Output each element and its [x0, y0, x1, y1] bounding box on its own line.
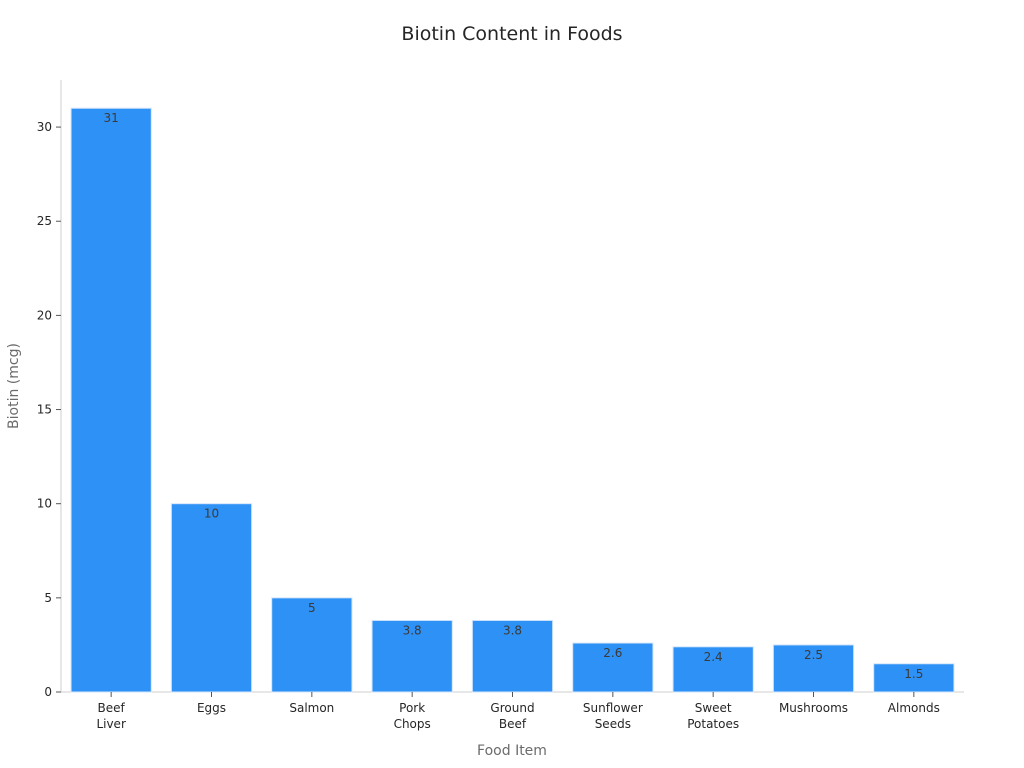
x-ticks: Beef Liver Eggs Salmon Pork Chops Ground Beef Su… — [96, 692, 940, 731]
bar — [772, 644, 855, 693]
x-tick-label: Sunflower Seeds — [583, 701, 643, 731]
y-tick-label: 10 — [37, 497, 52, 511]
y-ticks: 0 5 10 15 20 25 30 — [37, 120, 61, 699]
x-tick-label: Salmon — [289, 701, 334, 715]
data-label: 5 — [308, 601, 316, 615]
bars — [70, 107, 955, 693]
bar — [70, 107, 152, 693]
x-tick-label: Beef Liver — [96, 701, 126, 731]
x-tick-label: Eggs — [197, 701, 226, 715]
x-tick-label: Almonds — [888, 701, 940, 715]
bar — [170, 503, 253, 693]
bar — [873, 663, 955, 693]
data-label: 2.5 — [804, 648, 823, 662]
data-label: 2.6 — [603, 646, 622, 660]
y-tick-label: 25 — [37, 214, 52, 228]
y-tick-label: 0 — [44, 685, 52, 699]
data-label: 3.8 — [403, 623, 422, 637]
x-tick-label: Pork Chops — [394, 701, 431, 731]
bar — [672, 646, 754, 693]
y-tick-label: 15 — [37, 403, 52, 417]
bar — [471, 619, 554, 693]
y-tick-label: 20 — [37, 308, 52, 322]
data-label: 2.4 — [704, 650, 723, 664]
x-axis-label: Food Item — [477, 743, 547, 759]
x-tick-label: Sweet Potatoes — [687, 701, 739, 731]
y-tick-label: 30 — [37, 120, 52, 134]
bar — [371, 619, 453, 693]
bar — [572, 642, 654, 693]
y-axis-label: Biotin (mcg) — [6, 343, 22, 429]
data-label: 3.8 — [503, 623, 522, 637]
x-tick-label: Ground Beef — [490, 701, 534, 731]
data-labels: 31 10 5 3.8 3.8 2.6 2.4 2.5 1.5 — [104, 111, 924, 681]
data-label: 31 — [104, 111, 119, 125]
data-label: 1.5 — [904, 667, 923, 681]
bar — [271, 597, 353, 693]
chart-title: Biotin Content in Foods — [401, 23, 622, 45]
data-label: 10 — [204, 507, 219, 521]
x-tick-label: Mushrooms — [779, 701, 848, 715]
y-tick-label: 5 — [44, 591, 52, 605]
